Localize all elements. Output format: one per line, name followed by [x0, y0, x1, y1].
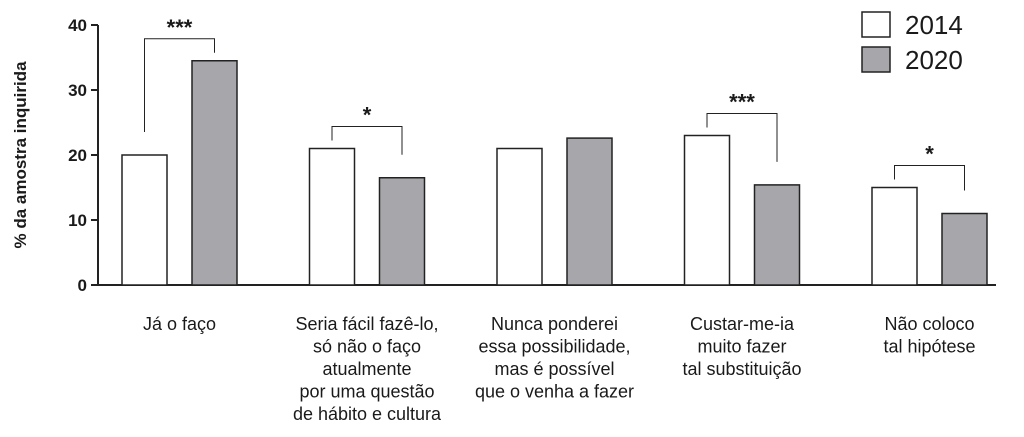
x-category-label: Já o faço — [143, 314, 216, 334]
significance-marker: *** — [729, 90, 755, 115]
x-axis-labels: Já o faço Seria fácil fazê-lo, só não o fa… — [143, 314, 976, 424]
bar-2014-5 — [871, 186, 918, 286]
bar-2014-2 — [308, 147, 356, 286]
bar-2014-1 — [121, 154, 168, 286]
x-category-label: Custar-me-ia muito fazer tal substituição — [682, 314, 801, 379]
significance-bracket — [331, 126, 403, 155]
bar-2020-3 — [566, 137, 613, 286]
bar-2014-3 — [496, 147, 543, 286]
significance-marker: *** — [167, 15, 193, 40]
y-axis: 0 10 20 30 40 — [68, 16, 996, 295]
legend-swatch-2020 — [861, 46, 891, 73]
y-tick-label: 10 — [68, 211, 87, 230]
x-category-label: Não coloco tal hipótese — [883, 314, 975, 357]
x-category-label: Seria fácil fazê-lo, só não o faço atualme… — [293, 314, 442, 424]
bar-2014-4 — [683, 134, 731, 286]
significance-bracket — [144, 38, 215, 132]
significance-bracket — [894, 165, 965, 191]
y-tick-label: 30 — [68, 81, 87, 100]
y-axis-title: % da amostra inquirida — [11, 61, 30, 249]
y-tick-label: 0 — [78, 276, 87, 295]
significance-brackets: ******** — [144, 15, 965, 191]
bars — [121, 60, 988, 286]
legend-swatch-2014 — [861, 11, 891, 38]
bar-2020-4 — [753, 184, 801, 286]
significance-marker: * — [925, 142, 934, 167]
legend: 2014 2020 — [861, 10, 963, 75]
y-tick-label: 20 — [68, 146, 87, 165]
significance-marker: * — [363, 103, 372, 128]
significance-bracket — [706, 113, 778, 162]
x-category-label: Nunca ponderei essa possibilidade, mas é p… — [475, 314, 634, 402]
bar-2020-1 — [191, 60, 238, 286]
bar-2020-2 — [378, 177, 426, 286]
legend-label-2014: 2014 — [905, 10, 963, 40]
y-tick-label: 40 — [68, 16, 87, 35]
legend-label-2020: 2020 — [905, 45, 963, 75]
bar-2020-5 — [941, 212, 988, 286]
